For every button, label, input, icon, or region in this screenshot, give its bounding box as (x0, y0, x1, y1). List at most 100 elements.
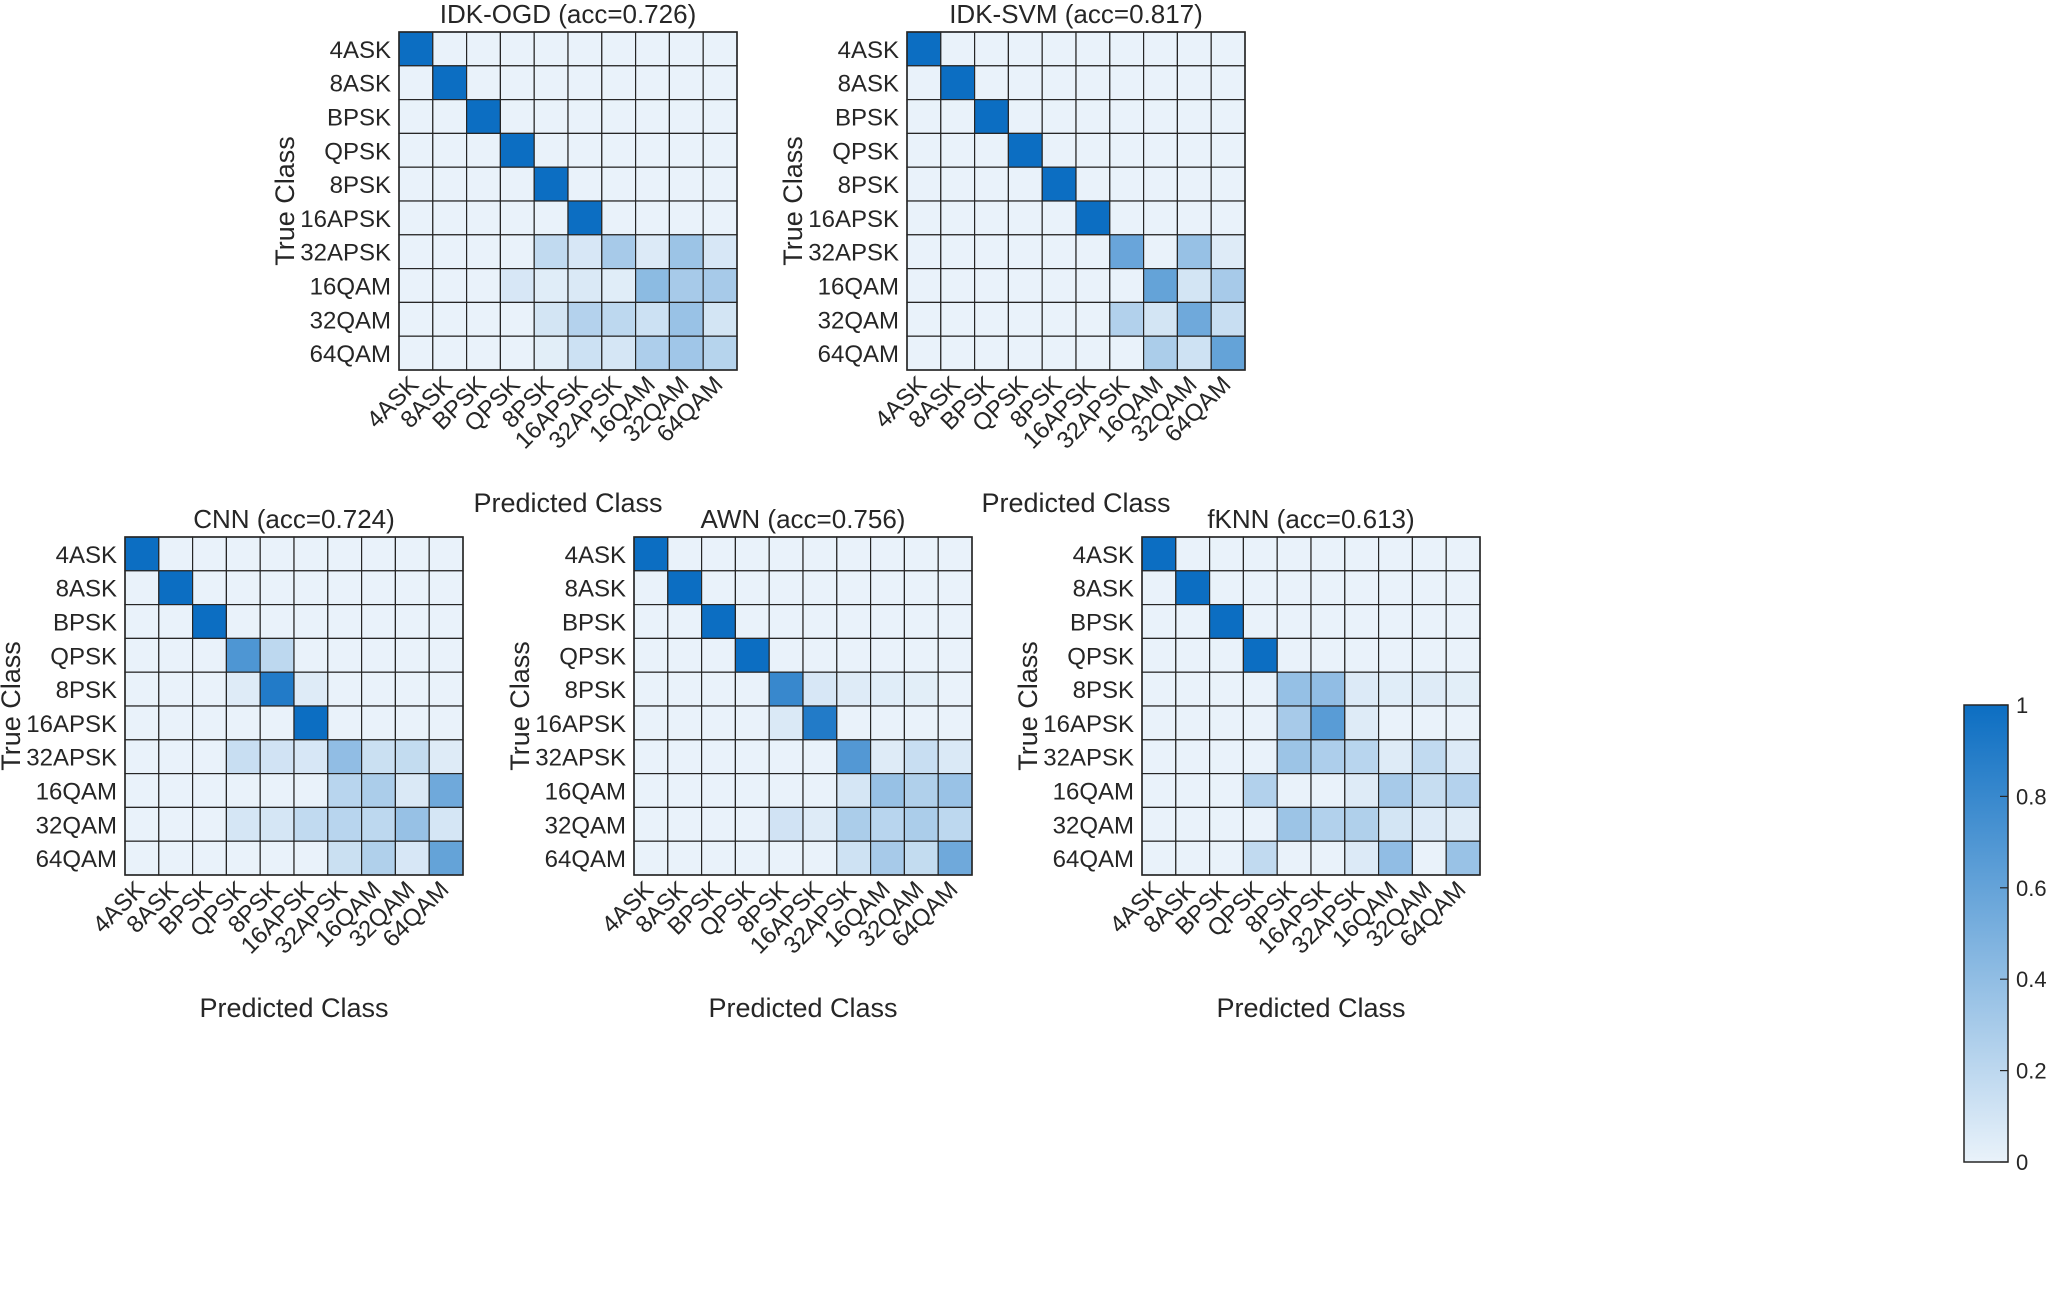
matrix-cell (225, 806, 261, 842)
matrix-cell (937, 705, 973, 741)
matrix-cell (668, 98, 704, 134)
matrix-cell (940, 268, 976, 304)
y-axis-label: True Class (778, 136, 808, 266)
y-tick-label: BPSK (327, 105, 391, 132)
matrix-cell (1141, 840, 1177, 876)
matrix-cell (1411, 671, 1447, 707)
matrix-cell (667, 570, 703, 606)
matrix-cell (327, 570, 363, 606)
matrix-cell (1210, 65, 1246, 101)
matrix-cell (869, 806, 905, 842)
matrix-cell (361, 840, 397, 876)
y-tick-label: 32APSK (808, 240, 899, 267)
matrix-cell (499, 166, 535, 202)
matrix-cell (428, 570, 464, 606)
matrix-cell (1142, 301, 1178, 337)
matrix-cell (633, 671, 669, 707)
matrix-cell (1242, 671, 1278, 707)
y-tick-label: 8ASK (56, 576, 117, 603)
matrix-cell (1175, 536, 1211, 572)
matrix-cell (533, 98, 569, 134)
matrix-cell (836, 603, 872, 639)
matrix-cell (432, 166, 468, 202)
y-tick-label: 8ASK (565, 576, 626, 603)
matrix-cell (398, 335, 434, 371)
matrix-cell (327, 637, 363, 673)
matrix-cell (1445, 671, 1481, 707)
matrix-cell (1141, 705, 1177, 741)
matrix-cell (1109, 268, 1145, 304)
matrix-cell (1075, 65, 1111, 101)
matrix-cell (906, 268, 942, 304)
matrix-cell (432, 335, 468, 371)
matrix-cell (634, 200, 670, 236)
matrix-cell (192, 603, 228, 639)
matrix-cell (601, 268, 637, 304)
matrix-frame (633, 536, 973, 876)
matrix-cell (394, 671, 430, 707)
matrix-cell (734, 570, 770, 606)
matrix-cell (903, 772, 939, 808)
matrix-cell (361, 603, 397, 639)
matrix-cell (768, 772, 804, 808)
matrix-cell (428, 705, 464, 741)
matrix-cell (567, 132, 603, 168)
confusion-matrix-panel: IDK-SVM (acc=0.817) 4ASK 8ASK BPSK QPSK 8PSK 1… (778, 0, 1246, 518)
matrix-cell (466, 234, 502, 270)
matrix-cell (567, 335, 603, 371)
colorbar-tick-label: 0.8 (2016, 784, 2047, 809)
matrix-cell (1142, 234, 1178, 270)
matrix-cell (225, 840, 261, 876)
matrix-cell (1242, 637, 1278, 673)
matrix-cell (1411, 603, 1447, 639)
matrix-cell (361, 806, 397, 842)
matrix-cell (124, 570, 160, 606)
matrix-cell (1344, 637, 1380, 673)
matrix-cell (1242, 603, 1278, 639)
matrix-cell (1344, 570, 1380, 606)
y-tick-label: 16APSK (808, 206, 899, 233)
matrix-cell (1210, 301, 1246, 337)
matrix-cell (802, 671, 838, 707)
confusion-matrix-panel: AWN (acc=0.756) 4ASK 8ASK BPSK QPSK 8PSK 16APS… (505, 504, 973, 1023)
matrix-cell (768, 840, 804, 876)
matrix-cell (1007, 31, 1043, 67)
matrix-cell (634, 98, 670, 134)
matrix-cell (633, 637, 669, 673)
matrix-cell (533, 31, 569, 67)
matrix-cell (1242, 739, 1278, 775)
matrix-frame (906, 31, 1246, 371)
matrix-cell (668, 335, 704, 371)
matrix-cell (1310, 840, 1346, 876)
colorbar: 0 0.2 0.4 0.6 0.8 1 (1963, 693, 2047, 1175)
matrix-cell (1041, 234, 1077, 270)
matrix-cell (1411, 739, 1447, 775)
y-tick-label: 8PSK (330, 172, 391, 199)
matrix-cell (633, 705, 669, 741)
matrix-cell (1141, 671, 1177, 707)
matrix-cell (1310, 536, 1346, 572)
matrix-cell (259, 739, 295, 775)
matrix-cell (158, 536, 194, 572)
y-tick-label: BPSK (835, 105, 899, 132)
matrix-cell (1007, 234, 1043, 270)
matrix-cell (1377, 705, 1413, 741)
y-tick-label: 32APSK (26, 745, 117, 772)
matrix-cell (768, 671, 804, 707)
matrix-cell (1242, 840, 1278, 876)
matrix-cell (1276, 671, 1312, 707)
matrix-cell (836, 739, 872, 775)
matrix-cell (869, 739, 905, 775)
matrix-cell (937, 570, 973, 606)
matrix-cell (158, 806, 194, 842)
matrix-cell (361, 671, 397, 707)
matrix-cell (702, 268, 738, 304)
matrix-cell (327, 772, 363, 808)
y-tick-label: 8ASK (838, 71, 899, 98)
matrix-cell (1007, 268, 1043, 304)
matrix-cell (668, 234, 704, 270)
matrix-cell (499, 301, 535, 337)
matrix-cell (192, 739, 228, 775)
matrix-cell (327, 806, 363, 842)
